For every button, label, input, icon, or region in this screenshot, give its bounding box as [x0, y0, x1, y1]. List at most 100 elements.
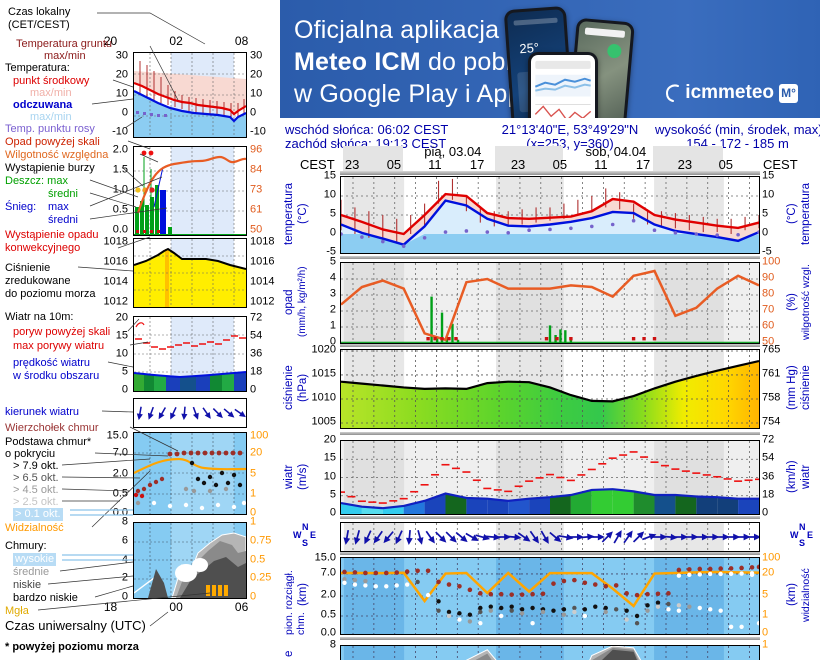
- legend-fog-label: Mgła: [5, 605, 29, 617]
- legend-humidity-label: Wilgotność względna: [5, 149, 109, 161]
- mini-rh-right-ticks: 96 84 73 61 50: [250, 143, 263, 236]
- sky-y-left: 8: [329, 638, 336, 651]
- rh-axis-title: wilgotność wzgl.: [800, 264, 812, 340]
- day-label: sob, 04.04: [585, 144, 647, 159]
- phone-mockup-meteogram: [528, 52, 598, 118]
- legend-feels-like: odczuwana: [13, 99, 73, 111]
- temperature-chart: [340, 176, 760, 254]
- compass-e: E: [807, 530, 814, 540]
- phone-meteogram-preview: [534, 60, 592, 118]
- cest-label-right: CEST: [763, 157, 798, 172]
- legend-okta-45: > 4.5 okt.: [13, 484, 59, 496]
- compass-n: N: [302, 522, 309, 532]
- legend-okta-65: > 6.5 okt.: [13, 472, 59, 484]
- mini-opad-left-ticks: 2.0 1.5 1.0 0.5 0.0: [112, 143, 128, 236]
- legend-pressure-3: do poziomu morza: [5, 288, 96, 300]
- legend-max-gusts: max porywy wiatru: [13, 340, 105, 352]
- panel-separator: [340, 432, 760, 435]
- legend-temperature-label: Temperatura:: [5, 62, 70, 74]
- compass-s: S: [302, 538, 309, 548]
- opad-axis-title: opad: [283, 289, 295, 315]
- wind-axis-title-right: wiatr: [800, 464, 812, 489]
- compass-w: W: [790, 530, 799, 540]
- press-axis-title-right: ciśnienie: [800, 365, 812, 411]
- legend-convective-1: Wystąpienie opadu: [5, 229, 99, 241]
- wind-chart: [340, 440, 760, 515]
- compass-rose-left: N W E S: [293, 522, 317, 548]
- rh-y-right: 100 90 80 70 60 50: [762, 255, 781, 348]
- cloudbase-visibility-chart: [340, 557, 760, 635]
- temp-axis-unit-left: (°C): [297, 203, 309, 225]
- legend-ground-temp-label: Temperatura gruntu: [16, 38, 112, 50]
- legend-gust-above-scale: poryw powyżej skali: [13, 326, 111, 338]
- press-axis-unit-right: (mm Hg): [786, 365, 798, 411]
- press-axis-unit-left: (hPa): [297, 373, 309, 403]
- legend-footnote: * powyżej poziomu morza: [5, 641, 139, 653]
- header-divider: [340, 171, 760, 175]
- compass-s: S: [799, 538, 806, 548]
- panel-separator: [340, 344, 760, 347]
- mini-x-axis-top: 20 02 08: [103, 34, 249, 48]
- compass-e: E: [310, 530, 317, 540]
- mini-press-left-ticks: 1018 1016 1014 1012: [103, 235, 128, 308]
- legend-ground-temp-maxmin: max/min: [44, 50, 86, 62]
- legend-mini-pressure-chart: [133, 238, 247, 308]
- mini-sky-right-ticks: 1 0.75 0.5 0.25 0: [250, 515, 272, 603]
- legend-clouds-verylow: bardzo niskie: [13, 592, 78, 604]
- legend-precip-above-scale: Opad powyżej skali: [5, 136, 100, 148]
- mini-cloud-left-ticks: 15.0 7.0 2.0 0.5 0.0: [106, 429, 128, 519]
- legend-snow-mean: średni: [48, 214, 78, 226]
- cloud-cover-chart: [340, 645, 760, 660]
- wind-axis-unit-left: (m/s): [297, 463, 309, 490]
- legend-visibility-label: Widzialność: [5, 522, 64, 534]
- day-label: pią, 03.04: [424, 144, 482, 159]
- legend-temp-maxmin-red: max/min: [30, 87, 72, 99]
- banner-app-name: Meteo ICM: [294, 48, 421, 76]
- wind-y-right: 72 54 36 18 0: [762, 433, 775, 519]
- logo-wordmark: icmmeteo: [685, 82, 774, 103]
- pressure-chart: [340, 349, 760, 429]
- panel-separator: [340, 552, 760, 555]
- precipitation-humidity-chart: [340, 262, 760, 344]
- legend-temp-maxmin-blue: max/min: [30, 111, 72, 123]
- mini-cloud-right-ticks: 100 20 5 1 0: [250, 429, 269, 519]
- legend-snow-max: max: [48, 201, 69, 213]
- compass-n: N: [799, 522, 806, 532]
- legend-mini-cloudbase-chart: [133, 432, 247, 515]
- vis-axis-unit: (km): [786, 583, 798, 607]
- legend-wind-speed-1: prędkość wiatru: [13, 357, 91, 369]
- banner-line1: Oficjalna aplikacja: [294, 16, 500, 44]
- legend-clouds-low: niskie: [13, 579, 42, 591]
- mmhg-y-right: 765 761 758 754: [762, 343, 781, 428]
- legend-pressure-1: Ciśnienie: [5, 262, 51, 274]
- cloud-axis-unit: (km): [297, 583, 309, 607]
- panel-separator: [340, 516, 760, 519]
- legend-cloud-base-2: o pokryciu: [5, 448, 56, 460]
- sky-axis-partial-label: e: [283, 650, 295, 658]
- temp-axis-title-left: temperatura: [283, 183, 295, 246]
- temp-y-right: 15 10 5 0 -5: [762, 169, 775, 258]
- mini-press-right-ticks: 1018 1016 1014 1012: [250, 235, 275, 308]
- rh-axis-unit: (%): [786, 293, 798, 311]
- sunrise-time: wschód słońca: 06:02 CEST: [285, 122, 449, 137]
- logo-badge: M°: [779, 83, 798, 103]
- legend-mini-clouds-chart: [133, 522, 247, 599]
- mini-x-axis-bottom: 18 00 06: [103, 600, 249, 614]
- legend-local-time-label: Czas lokalny: [8, 6, 71, 18]
- legend-okta-79: > 7.9 okt.: [13, 460, 59, 472]
- mini-temp-right-ticks: 30 20 10 0 -10: [250, 49, 266, 138]
- press-y-left: 1020 1015 1010 1005: [311, 343, 336, 428]
- press-axis-title-left: ciśnienie: [283, 365, 295, 411]
- legend-rain-mean: średni: [48, 188, 78, 200]
- legend-pressure-2: zredukowane: [5, 275, 71, 287]
- wind-y-left: 20 15 10 5 0: [323, 433, 336, 519]
- wind-axis-title-left: wiatr: [283, 464, 295, 489]
- coordinates: 21°13'40"E, 53°49'29"N: [501, 122, 639, 137]
- app-promo-banner[interactable]: Oficjalna aplikacja Meteo ICM do pobrani…: [280, 0, 820, 118]
- legend-okta-25: > 2.5 okt.: [13, 496, 59, 508]
- legend-okta-01: > 0.1 okt.: [13, 508, 63, 521]
- legend-dew-point: Temp. punktu rosy: [5, 123, 95, 135]
- legend-clouds-label: Chmury:: [5, 540, 47, 552]
- legend-wind-speed-2: w środku obszaru: [13, 370, 100, 382]
